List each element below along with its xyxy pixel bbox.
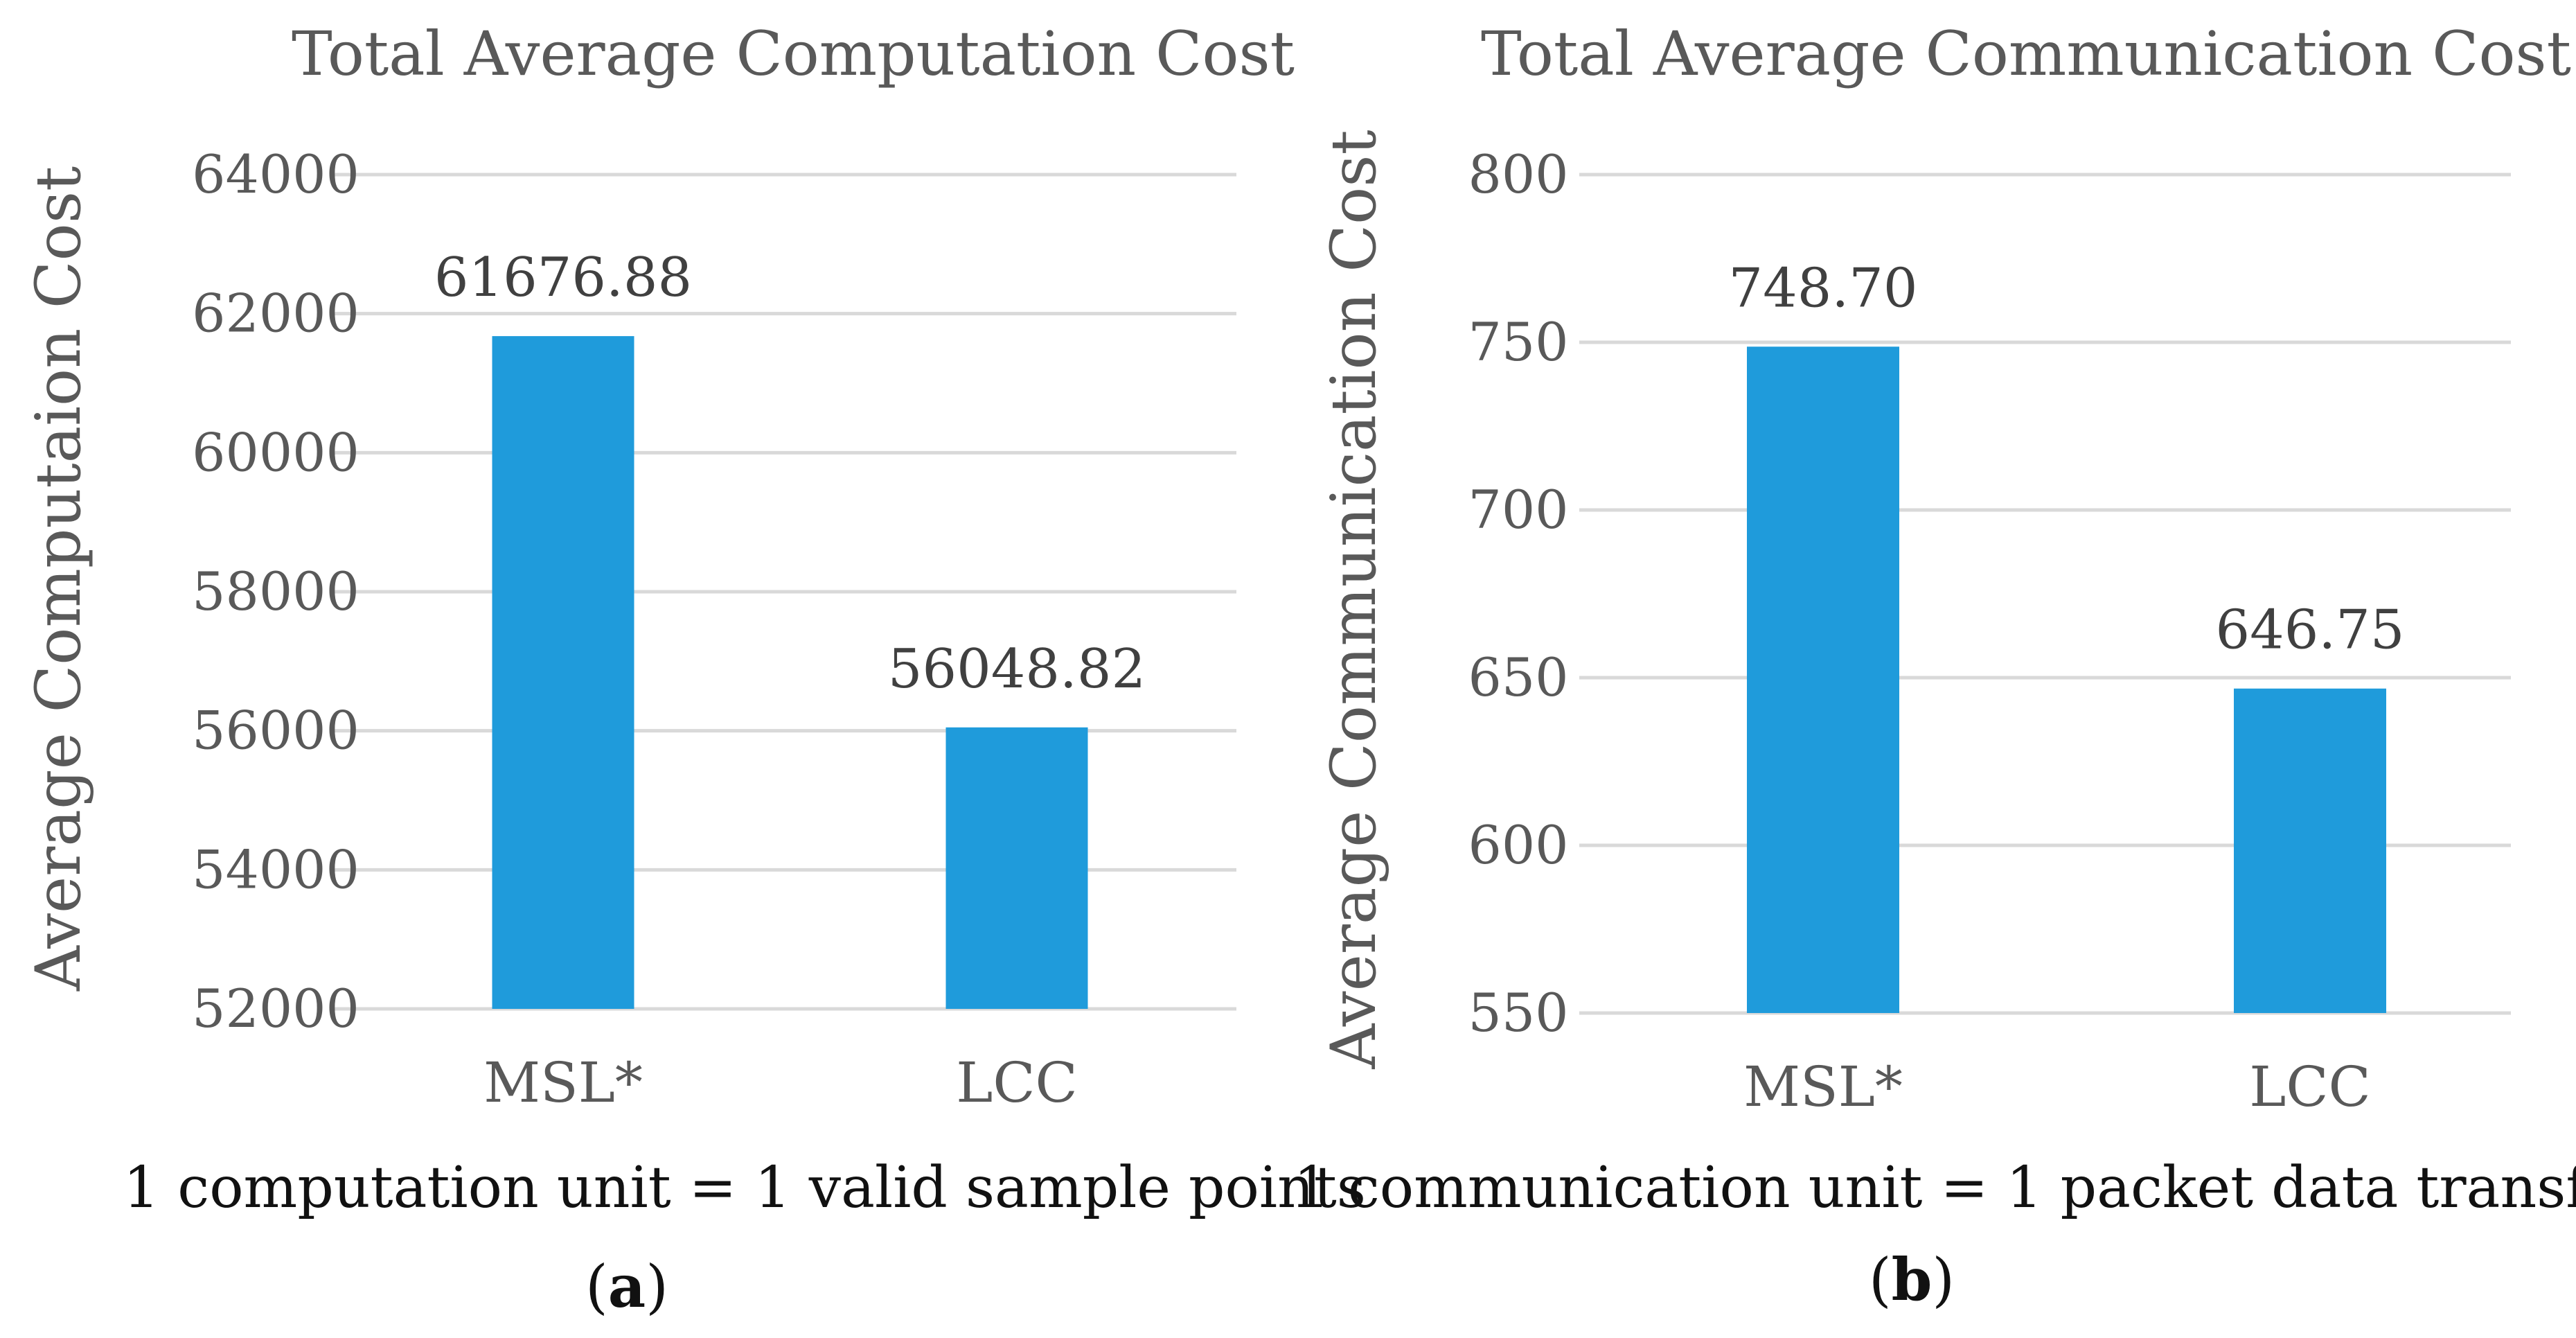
chart-a-y-tick-label: 56000: [192, 700, 359, 762]
chart-b-gridlines: [1579, 173, 2511, 1015]
chart-a-y-tick-label: 52000: [192, 978, 359, 1039]
chart-a-y-tick-label: 58000: [192, 561, 359, 622]
chart-b-y-axis-label: Average Communication Cost: [1317, 130, 1390, 1069]
chart-a-y-tick-label: 60000: [192, 421, 359, 483]
chart-b-data-labels: 748.70 646.75: [1729, 257, 2405, 661]
chart-b-category-label: LCC: [2249, 1055, 2371, 1119]
chart-a-panel-suffix: ): [646, 1253, 668, 1321]
chart-b-bar-msl: [1747, 346, 1899, 1013]
chart-a-data-label: 56048.82: [888, 638, 1146, 701]
chart-b-title: Total Average Communication Cost: [1481, 18, 2571, 89]
chart-b-panel-letter: b: [1892, 1245, 1933, 1314]
chart-a-category-label: MSL*: [483, 1050, 643, 1115]
chart-b-y-tick-label: 750: [1468, 311, 1568, 373]
chart-a-data-labels: 61676.88 56048.82: [434, 247, 1146, 701]
chart-a-unit-note: 1 computation unit = 1 valid sample poin…: [123, 1155, 1366, 1221]
chart-a-data-label: 61676.88: [434, 247, 692, 309]
chart-a-panel-prefix: (: [585, 1253, 608, 1321]
chart-b-data-label: 748.70: [1729, 257, 1918, 319]
chart-a-panel-label: (a): [585, 1252, 668, 1321]
chart-b-y-tick-label: 800: [1468, 143, 1568, 205]
chart-a: Total Average Computation Cost Average C…: [22, 18, 1366, 1321]
chart-b-y-ticks: 550 600 650 700 750 800: [1468, 143, 1568, 1044]
chart-b-category-label: MSL*: [1743, 1055, 1903, 1119]
chart-a-y-tick-label: 62000: [192, 283, 359, 344]
chart-b-y-tick-label: 650: [1468, 646, 1568, 708]
chart-a-category-labels: MSL* LCC: [483, 1050, 1078, 1115]
chart-a-category-label: LCC: [956, 1050, 1078, 1115]
chart-a-y-tick-label: 64000: [192, 143, 359, 205]
chart-a-gridlines: [331, 173, 1236, 1011]
chart-b: Total Average Communication Cost Average…: [1294, 18, 2576, 1314]
chart-b-bars: [1747, 346, 2386, 1013]
chart-a-bar-msl: [492, 336, 634, 1009]
chart-a-bar-lcc: [945, 727, 1088, 1009]
chart-a-bars: [492, 336, 1088, 1009]
chart-a-title: Total Average Computation Cost: [292, 18, 1295, 89]
chart-a-y-ticks: 52000 54000 56000 58000 60000 62000 64000: [192, 143, 359, 1039]
chart-b-panel-suffix: ): [1932, 1246, 1955, 1314]
chart-a-y-axis-label: Average Computaion Cost: [22, 166, 95, 992]
chart-b-panel-label: (b): [1869, 1245, 1955, 1314]
chart-a-panel-letter: a: [608, 1252, 646, 1321]
chart-b-unit-note: 1 communication unit = 1 packet data tra…: [1294, 1155, 2576, 1221]
chart-b-category-labels: MSL* LCC: [1743, 1055, 2371, 1119]
chart-b-y-tick-label: 600: [1468, 814, 1568, 876]
chart-b-data-label: 646.75: [2216, 599, 2405, 662]
chart-b-panel-prefix: (: [1869, 1246, 1892, 1314]
chart-a-y-tick-label: 54000: [192, 838, 359, 900]
chart-b-y-tick-label: 550: [1468, 982, 1568, 1044]
chart-b-bar-lcc: [2234, 688, 2386, 1013]
chart-b-y-tick-label: 700: [1468, 479, 1568, 540]
